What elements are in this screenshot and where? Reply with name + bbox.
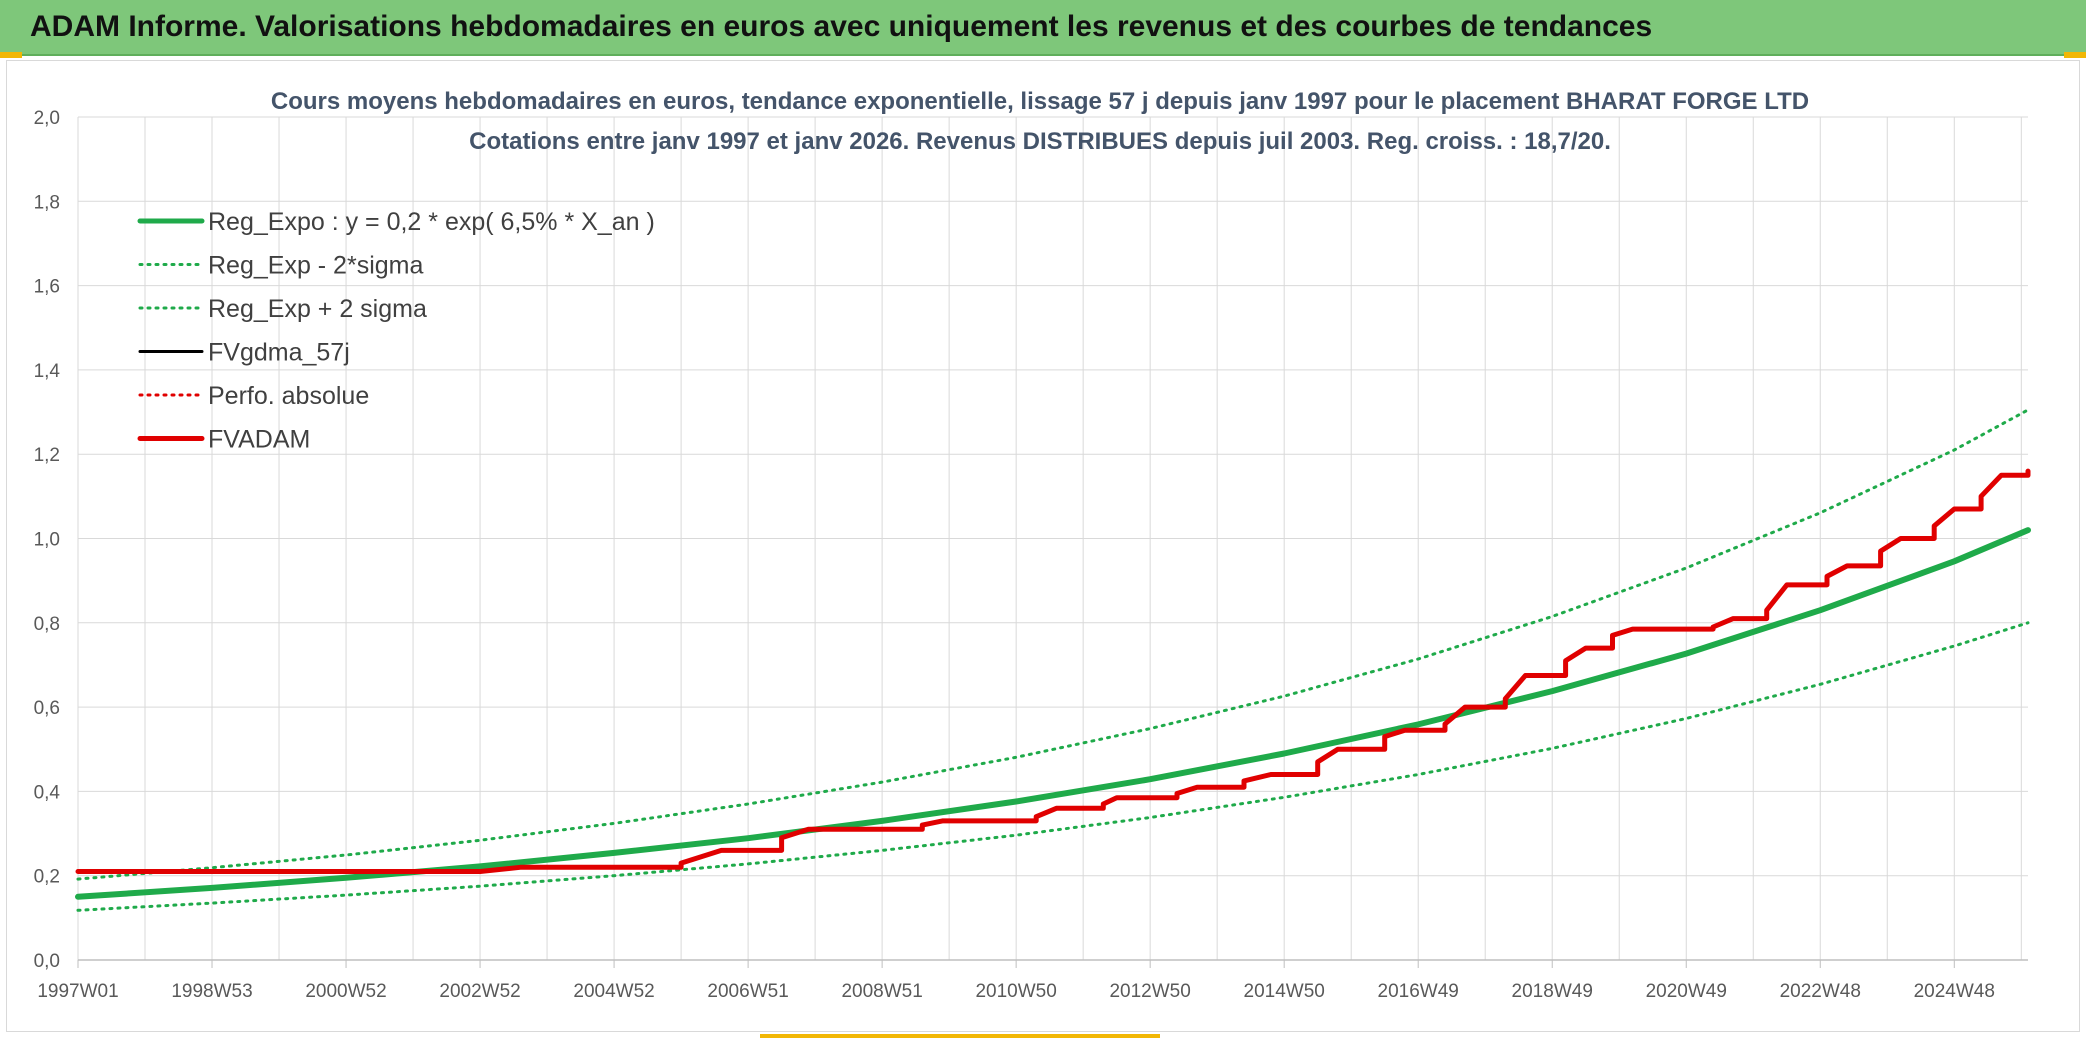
chart-frame xyxy=(6,60,2080,1032)
chart-legend: Reg_Expo : y = 0,2 * exp( 6,5% * X_an ) R… xyxy=(137,208,655,454)
chart-subtitle: Cotations entre janv 1997 et janv 2026. … xyxy=(469,128,1611,155)
report-title: ADAM Informe. Valorisations hebdomadaire… xyxy=(30,10,1653,43)
corner-accent-right xyxy=(2064,52,2086,58)
legend-label: FVADAM xyxy=(208,426,310,454)
x-tick-label: 2024W48 xyxy=(1914,981,1995,1002)
report-banner: ADAM Informe. Valorisations hebdomadaire… xyxy=(0,0,2086,56)
legend-label: Perfo. absolue xyxy=(208,382,369,410)
chart-axes: 0,0 0,2 0,4 0,6 0,8 1,0 1,2 1,4 1,6 1,8 2,0 1997W01… xyxy=(34,108,2028,1002)
series-reg-exp-minus-2sigma xyxy=(76,621,2030,912)
x-tick-label: 1998W53 xyxy=(171,981,252,1002)
y-tick-label: 1,6 xyxy=(34,277,60,298)
x-tick-label: 2020W49 xyxy=(1646,981,1727,1002)
x-tick-label: 2022W48 xyxy=(1780,981,1861,1002)
x-tick-label: 2002W52 xyxy=(439,981,520,1002)
corner-accent-left xyxy=(0,52,22,58)
y-tick-label: 2,0 xyxy=(34,108,60,129)
x-tick-label: 1997W01 xyxy=(37,981,118,1002)
x-tick-label: 2014W50 xyxy=(1244,981,1325,1002)
legend-label: Reg_Exp + 2 sigma xyxy=(208,295,427,323)
chart-series xyxy=(75,408,2031,912)
x-tick-label: 2004W52 xyxy=(573,981,654,1002)
chart-title: Cours moyens hebdomadaires en euros, ten… xyxy=(271,88,1809,115)
x-tick-label: 2006W51 xyxy=(707,981,788,1002)
y-tick-label: 1,8 xyxy=(34,192,60,213)
legend-label: Reg_Expo : y = 0,2 * exp( 6,5% * X_an ) xyxy=(208,208,655,236)
y-tick-label: 1,0 xyxy=(34,530,60,551)
x-tick-label: 2016W49 xyxy=(1378,981,1459,1002)
bottom-accent xyxy=(760,1034,1160,1038)
x-tick-label: 2000W52 xyxy=(305,981,386,1002)
series-reg-expo xyxy=(75,527,2031,900)
legend-label: FVgdma_57j xyxy=(208,339,350,367)
y-tick-label: 1,2 xyxy=(34,445,60,466)
y-tick-label: 0,0 xyxy=(34,951,60,972)
y-tick-label: 0,8 xyxy=(34,614,60,635)
legend-label: Reg_Exp - 2*sigma xyxy=(208,252,423,280)
x-tick-label: 2018W49 xyxy=(1512,981,1593,1002)
y-tick-label: 1,4 xyxy=(34,361,61,382)
y-tick-label: 0,6 xyxy=(34,698,60,719)
series-reg-exp-plus-2sigma xyxy=(76,408,2030,881)
y-tick-label: 0,4 xyxy=(34,782,61,803)
y-tick-label: 0,2 xyxy=(34,867,60,888)
x-tick-label: 2008W51 xyxy=(841,981,922,1002)
x-tick-label: 2010W50 xyxy=(975,981,1056,1002)
chart-grid xyxy=(77,116,2028,961)
x-tick-label: 2012W50 xyxy=(1109,981,1190,1002)
series-fvadam xyxy=(75,468,2031,874)
